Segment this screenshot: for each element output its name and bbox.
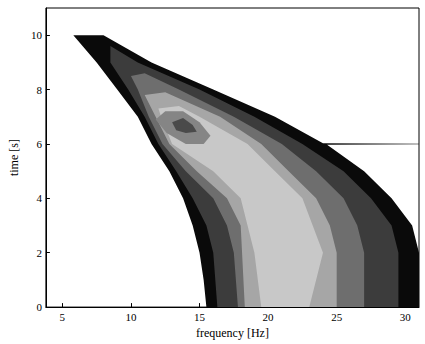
svg-text:10: 10	[31, 29, 43, 41]
svg-text:15: 15	[194, 311, 206, 323]
svg-text:10: 10	[125, 311, 137, 323]
svg-text:4: 4	[36, 192, 42, 204]
svg-text:time [s]: time [s]	[7, 139, 21, 176]
svg-text:6: 6	[36, 138, 42, 150]
svg-text:0: 0	[36, 301, 42, 313]
svg-text:8: 8	[36, 84, 42, 96]
svg-text:5: 5	[60, 311, 66, 323]
svg-text:20: 20	[263, 311, 275, 323]
svg-text:frequency [Hz]: frequency [Hz]	[196, 326, 269, 340]
svg-text:30: 30	[400, 311, 412, 323]
svg-text:2: 2	[36, 247, 42, 259]
svg-text:25: 25	[331, 311, 343, 323]
